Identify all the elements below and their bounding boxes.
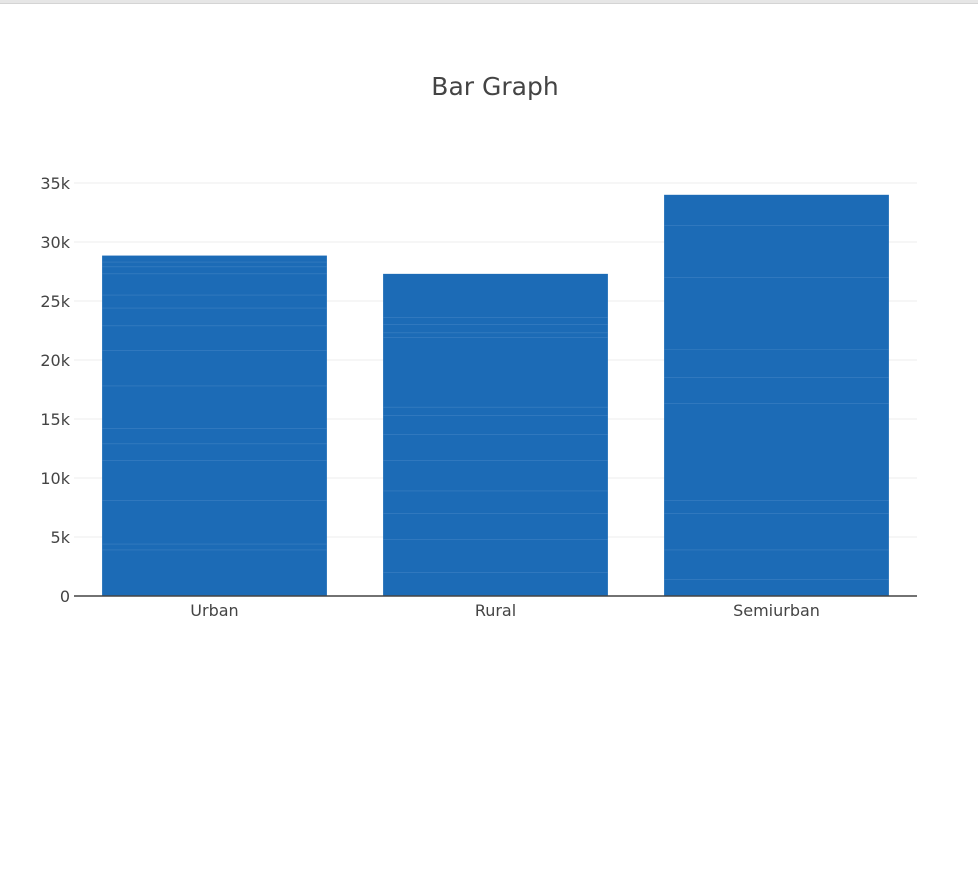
x-tick-label-rural: Rural bbox=[475, 601, 516, 620]
y-tick-label: 5k bbox=[51, 528, 71, 547]
axes: 0 5k 10k 15k 20k 25k 30k 35k Urban Rural Semiurban bbox=[40, 174, 917, 620]
bar-semiurban bbox=[664, 194, 889, 597]
bar-rural bbox=[383, 273, 608, 596]
y-tick-label: 10k bbox=[40, 469, 70, 488]
bars bbox=[102, 194, 889, 597]
y-tick-label: 25k bbox=[40, 292, 70, 311]
browser-top-rule bbox=[0, 0, 978, 4]
x-tick-label-urban: Urban bbox=[190, 601, 238, 620]
y-tick-label: 20k bbox=[40, 351, 70, 370]
chart-title: Bar Graph bbox=[431, 72, 558, 101]
y-tick-label: 0 bbox=[60, 587, 70, 606]
y-tick-label: 35k bbox=[40, 174, 70, 193]
bar-urban bbox=[102, 255, 327, 596]
x-tick-label-semiurban: Semiurban bbox=[733, 601, 820, 620]
y-tick-label: 30k bbox=[40, 233, 70, 252]
y-tick-label: 15k bbox=[40, 410, 70, 429]
